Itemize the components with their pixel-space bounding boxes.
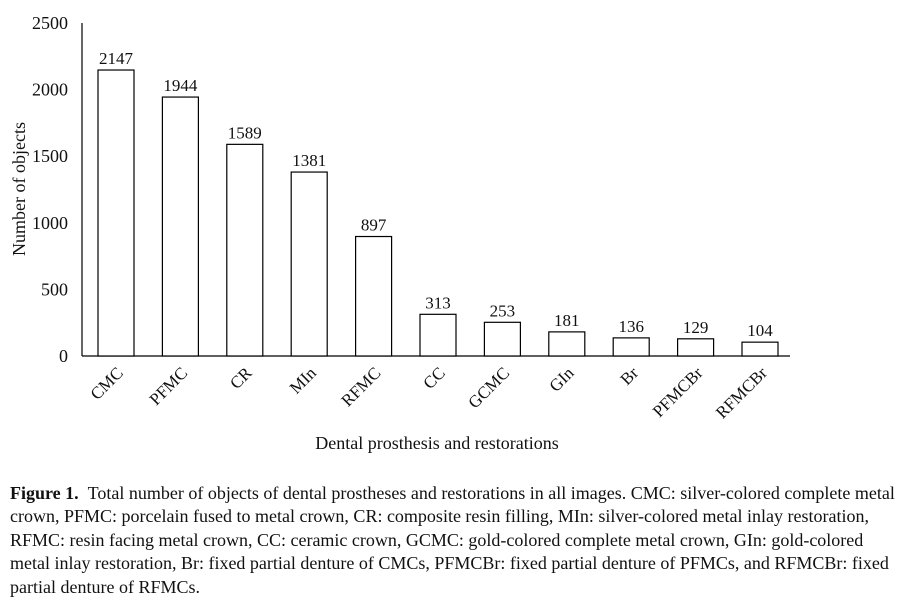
bar xyxy=(483,321,521,357)
y-axis-ticks: 0 500 1000 1500 2000 2500 xyxy=(32,13,68,366)
y-tick-label: 2000 xyxy=(32,80,68,100)
bar xyxy=(290,171,328,357)
x-axis-title: Dental prosthesis and restorations xyxy=(315,433,558,453)
bar-value-label: 129 xyxy=(683,318,709,337)
bar xyxy=(97,69,135,357)
bar xyxy=(548,331,586,357)
x-tick-label: GCMC xyxy=(464,363,513,412)
x-tick-label: GIn xyxy=(545,363,577,395)
y-tick-label: 1500 xyxy=(32,146,68,166)
x-tick-label: PFMCBr xyxy=(649,363,707,421)
x-tick-label: Br xyxy=(617,363,643,389)
bar-series xyxy=(97,69,779,357)
y-axis-title: Number of objects xyxy=(9,122,29,256)
bar xyxy=(419,313,457,357)
bar-value-labels: 2147 1944 1589 1381 897 313 253 181 136 129 104 xyxy=(99,49,773,340)
bar-value-label: 1381 xyxy=(292,151,326,170)
bar-value-label: 136 xyxy=(618,317,644,336)
bar xyxy=(355,235,393,357)
x-tick-label: CC xyxy=(419,363,448,392)
y-tick-label: 0 xyxy=(59,346,68,366)
y-tick-label: 500 xyxy=(41,279,68,299)
figure-caption-label: Figure 1. xyxy=(10,483,79,503)
x-tick-label: CMC xyxy=(87,363,127,403)
bar xyxy=(161,96,199,357)
bar xyxy=(676,338,715,357)
bar-value-label: 2147 xyxy=(99,49,134,68)
bar-value-label: 897 xyxy=(361,216,387,235)
bar-value-label: 1944 xyxy=(163,76,198,95)
bar-value-label: 253 xyxy=(490,301,516,320)
bar-value-label: 181 xyxy=(554,311,580,330)
x-tick-label: RFMCBr xyxy=(712,363,771,422)
bar xyxy=(612,337,650,357)
x-tick-label: RFMC xyxy=(338,363,385,410)
bar-value-label: 313 xyxy=(425,293,451,312)
figure-caption-text: Total number of objects of dental prosth… xyxy=(10,483,895,597)
bar xyxy=(741,341,779,357)
figure-caption: Figure 1. Total number of objects of den… xyxy=(10,482,902,599)
y-tick-label: 1000 xyxy=(32,213,68,233)
x-tick-label: PFMC xyxy=(146,363,192,409)
bar-chart: 0 500 1000 1500 2000 2500 2147 1944 1589 1381 897… xyxy=(9,13,790,453)
x-axis-tick-labels: CMC PFMC CR MIn RFMC CC GCMC GIn Br PFMCBr RFMCBr xyxy=(87,363,771,422)
bar-value-label: 1589 xyxy=(228,123,262,142)
y-tick-label: 2500 xyxy=(32,13,68,33)
x-tick-label: CR xyxy=(226,363,256,393)
bar xyxy=(226,143,264,357)
x-tick-label: MIn xyxy=(286,363,320,397)
bar-value-label: 104 xyxy=(747,321,773,340)
